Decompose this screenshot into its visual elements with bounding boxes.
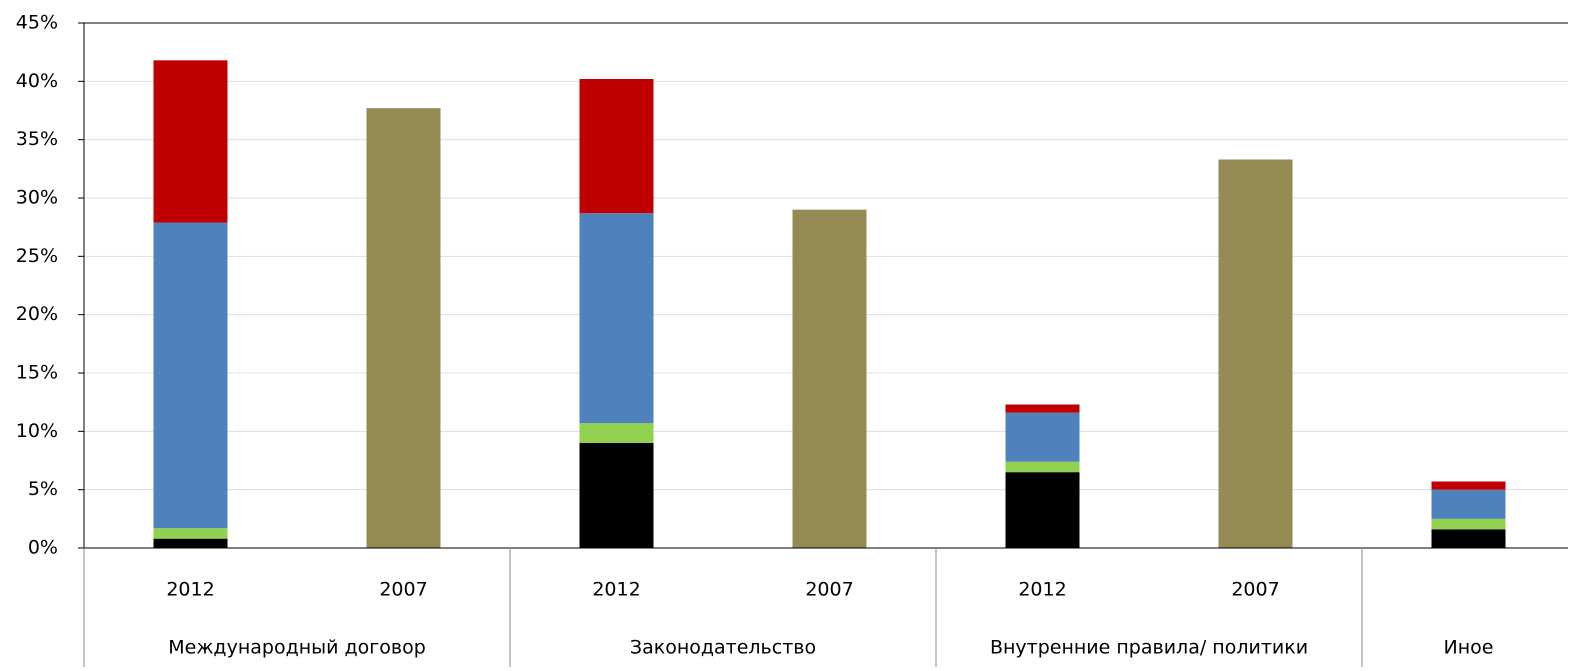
y-tick-label: 45%	[16, 12, 58, 34]
x-tick-label: 2007	[1231, 579, 1279, 601]
bar-segment	[579, 213, 654, 424]
y-tick-label: 40%	[16, 70, 58, 92]
bar-segment	[1431, 481, 1506, 490]
x-tick-label: 2007	[379, 579, 427, 601]
bar-segment	[1431, 518, 1506, 530]
x-tick-label: 2012	[592, 579, 640, 601]
y-tick-label: 30%	[16, 187, 58, 209]
bar-segment	[579, 443, 654, 548]
x-tick-label: 2007	[805, 579, 853, 601]
group-label: Законодательство	[630, 637, 816, 659]
y-tick-label: 20%	[16, 303, 58, 325]
bar-segment	[1005, 404, 1080, 413]
bar-segment	[1431, 489, 1506, 519]
x-tick-label: 2012	[1018, 579, 1066, 601]
bar-segment	[153, 538, 228, 548]
y-tick-label: 15%	[16, 362, 58, 384]
bar-segment	[1218, 159, 1293, 548]
bar-segment	[1005, 412, 1080, 462]
bar-segment	[579, 79, 654, 214]
y-tick-label: 10%	[16, 420, 58, 442]
bar-segment	[792, 209, 867, 548]
bar-segment	[366, 108, 441, 549]
bar-segment	[153, 222, 228, 529]
bar-segment	[579, 423, 654, 443]
x-tick-label: 2012	[166, 579, 214, 601]
bar-segment	[1431, 529, 1506, 548]
group-label: Международный договор	[168, 637, 426, 659]
y-tick-label: 5%	[28, 478, 58, 500]
y-tick-label: 0%	[28, 537, 58, 559]
group-label: Внутренние правила/ политики	[990, 637, 1308, 659]
y-tick-label: 35%	[16, 128, 58, 150]
y-tick-label: 25%	[16, 245, 58, 267]
bar-segment	[1005, 461, 1080, 473]
bar-segment	[153, 528, 228, 539]
bar-segment	[153, 60, 228, 223]
bar-segment	[1005, 472, 1080, 548]
group-label: Иное	[1444, 637, 1494, 659]
